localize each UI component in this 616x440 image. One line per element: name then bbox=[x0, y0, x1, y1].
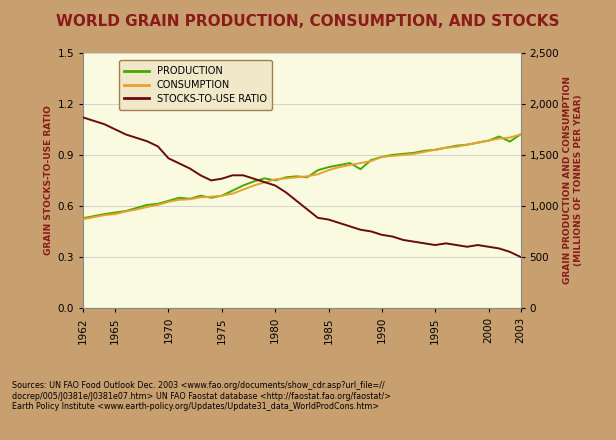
Legend: PRODUCTION, CONSUMPTION, STOCKS-TO-USE RATIO: PRODUCTION, CONSUMPTION, STOCKS-TO-USE R… bbox=[119, 60, 272, 110]
Y-axis label: GRAIN STOCKS-TO-USE RATIO: GRAIN STOCKS-TO-USE RATIO bbox=[44, 106, 54, 255]
Y-axis label: GRAIN PRODUCTION AND CONSUMPTION
(MILLIONS OF TONNES PER YEAR): GRAIN PRODUCTION AND CONSUMPTION (MILLIO… bbox=[564, 77, 583, 284]
Text: Sources: UN FAO Food Outlook Dec. 2003 <www.fao.org/documents/show_cdr.asp?url_f: Sources: UN FAO Food Outlook Dec. 2003 <… bbox=[12, 381, 391, 411]
Text: WORLD GRAIN PRODUCTION, CONSUMPTION, AND STOCKS: WORLD GRAIN PRODUCTION, CONSUMPTION, AND… bbox=[56, 15, 560, 29]
